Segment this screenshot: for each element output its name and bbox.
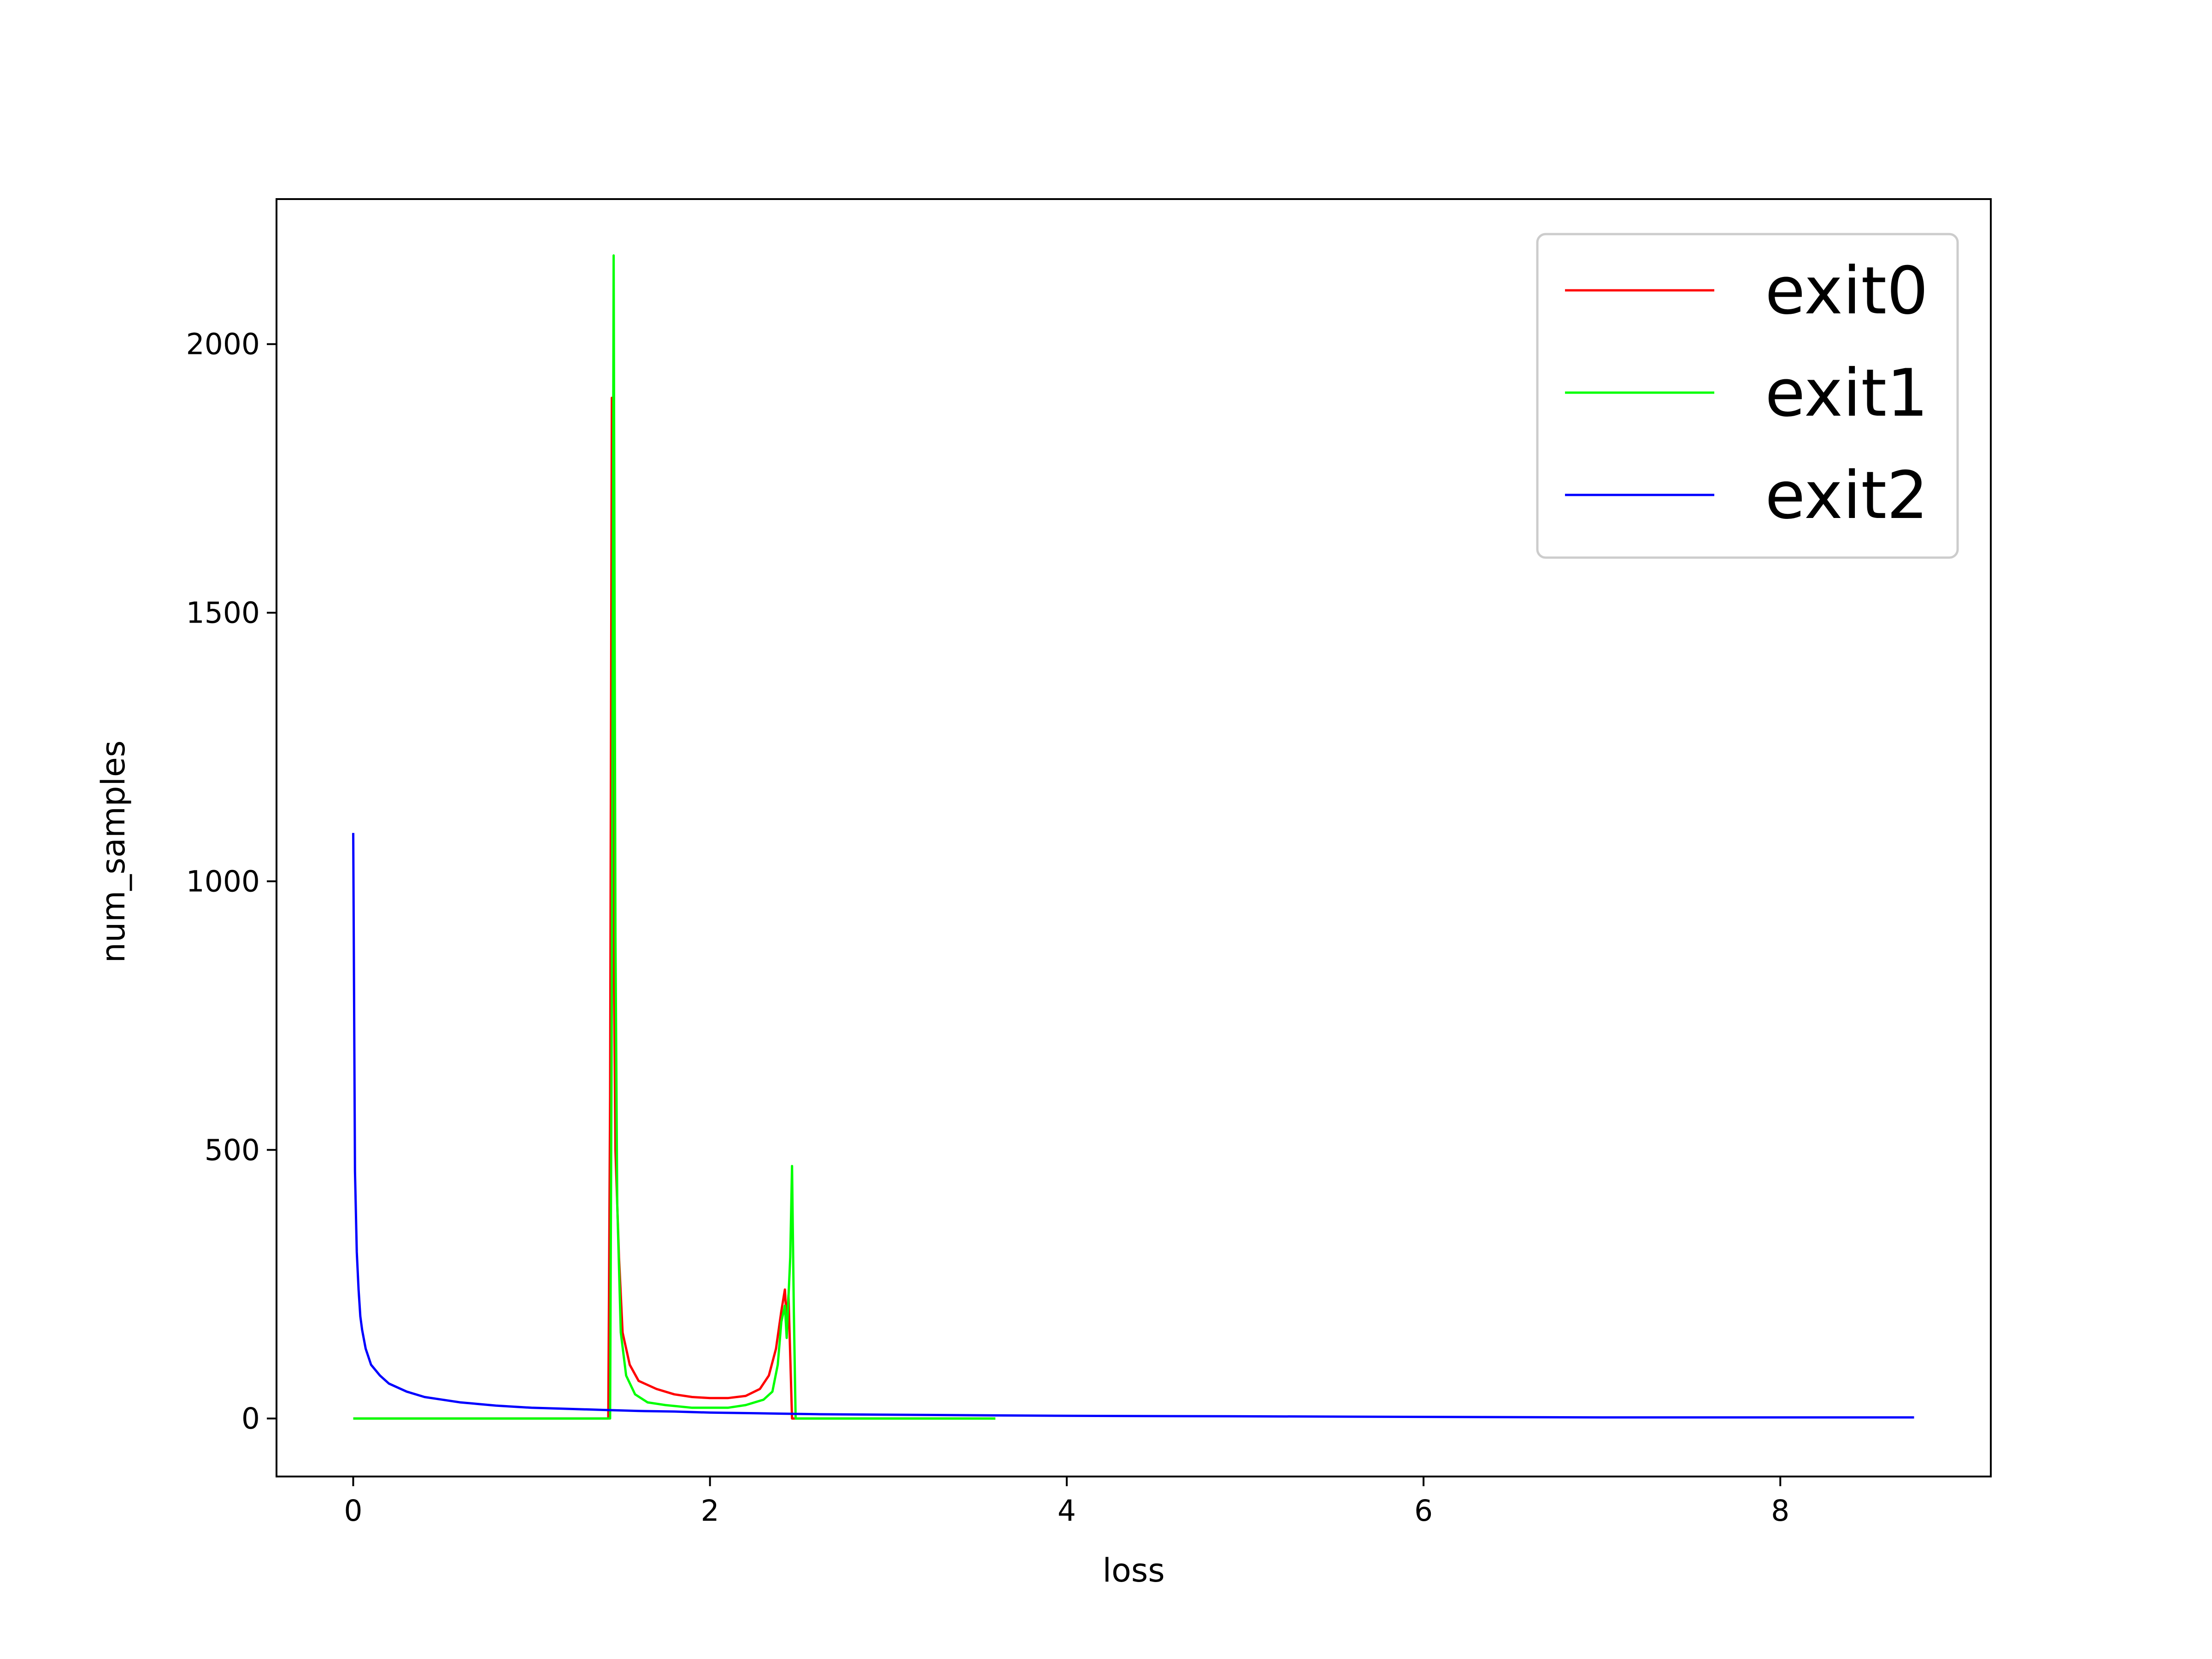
x-axis: 0 2 4 6 8: [344, 1477, 1789, 1528]
x-axis-label: loss: [1102, 1552, 1165, 1589]
x-tick-label: 4: [1058, 1494, 1076, 1528]
series-layer: [352, 254, 1914, 1420]
plot-frame: [276, 198, 1992, 1477]
x-tick-label: 6: [1414, 1494, 1433, 1528]
legend-box: [1536, 233, 1959, 559]
legend-items: exit0 exit1 exit2: [1565, 253, 1928, 534]
x-tick-label: 8: [1771, 1494, 1789, 1528]
y-tick-label: 1000: [186, 865, 260, 898]
y-tick-label: 500: [205, 1133, 260, 1167]
legend-label-exit0: exit0: [1765, 253, 1928, 329]
y-tick-label: 0: [241, 1402, 260, 1435]
legend: exit0 exit1 exit2: [1536, 233, 1959, 559]
series-line-exit0: [353, 396, 995, 1420]
series-line-exit1: [353, 254, 995, 1420]
y-axis: 0 500 1000 1500 2000: [186, 328, 276, 1435]
legend-label-exit2: exit2: [1765, 458, 1928, 534]
y-tick-label: 1500: [186, 596, 260, 630]
y-axis-label: num_samples: [94, 741, 132, 963]
legend-label-exit1: exit1: [1765, 355, 1928, 431]
series-line-exit2: [352, 833, 1914, 1419]
x-tick-label: 2: [701, 1494, 719, 1528]
x-tick-label: 0: [344, 1494, 362, 1528]
y-tick-label: 2000: [186, 328, 260, 361]
plot-area: [276, 198, 1992, 1477]
